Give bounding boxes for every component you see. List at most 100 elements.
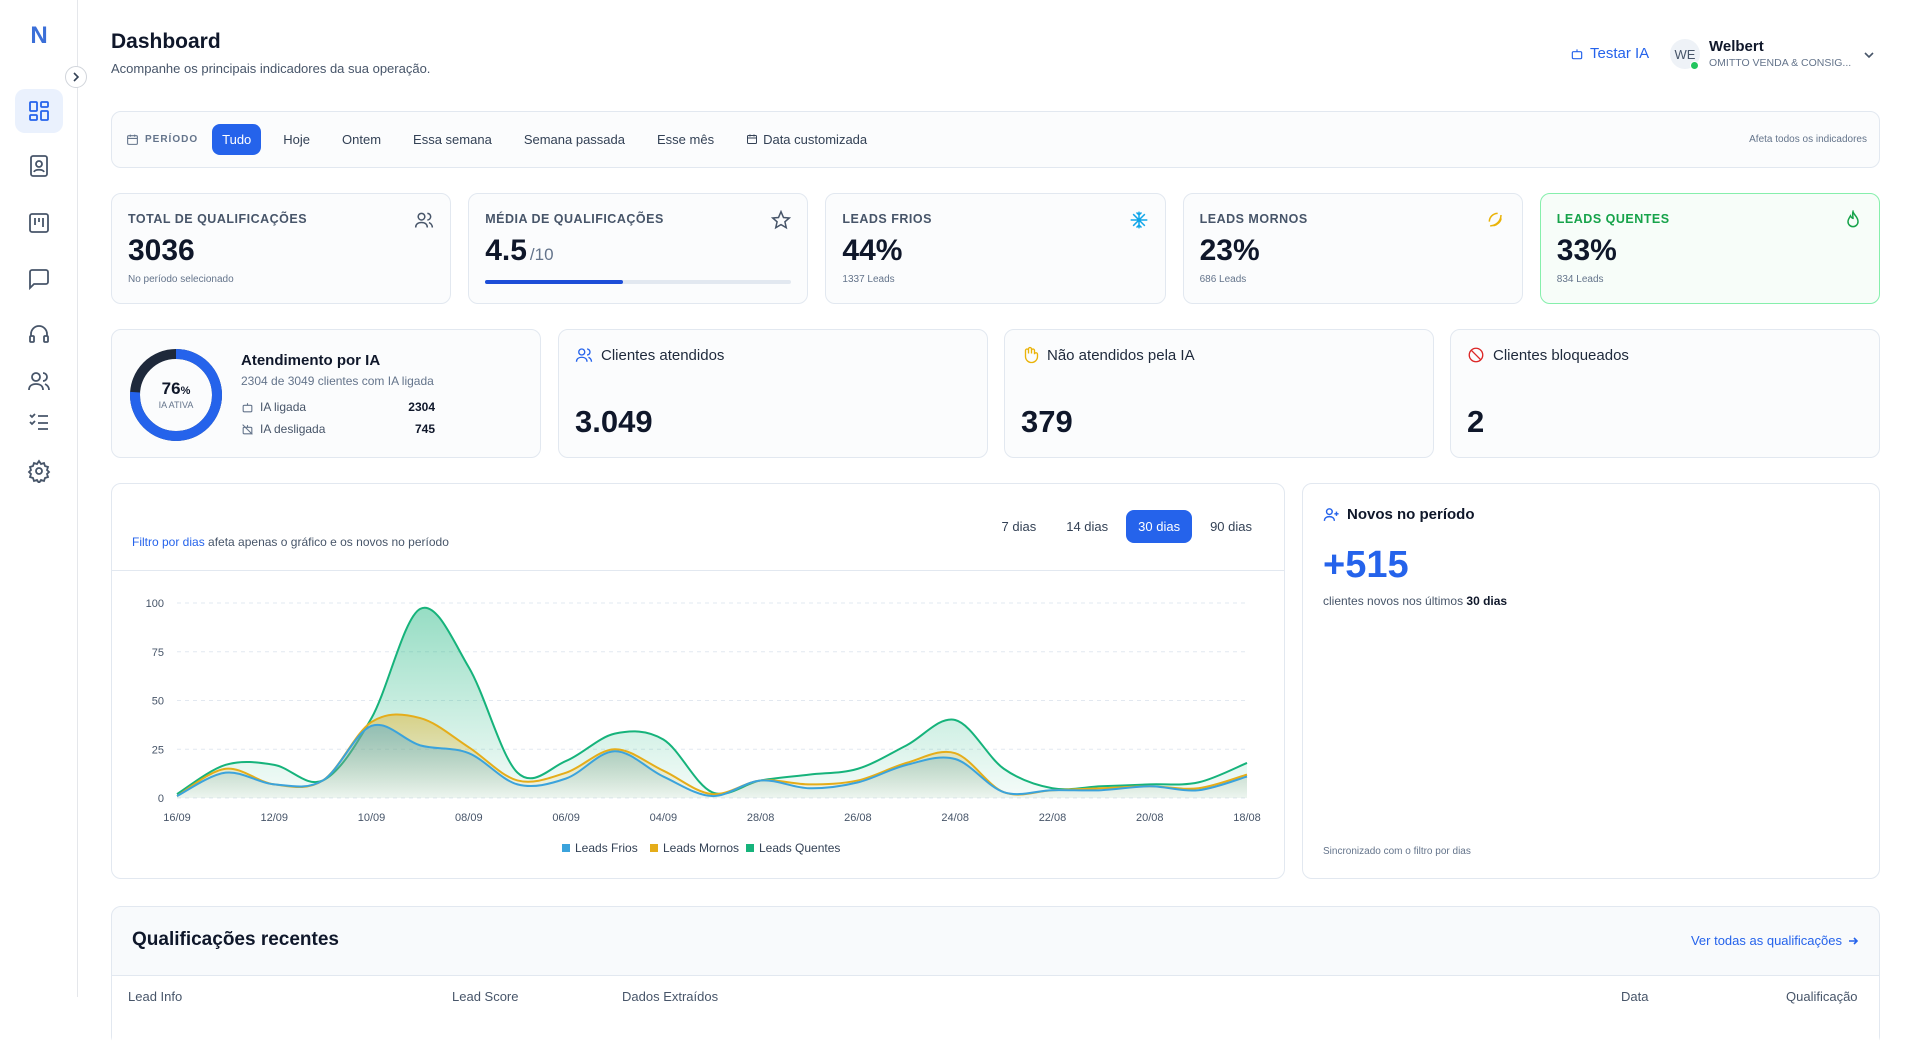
novos-text: clientes novos nos últimos 30 dias (1323, 594, 1507, 608)
x-tick-label: 12/09 (261, 812, 289, 824)
x-tick-label: 06/09 (552, 812, 580, 824)
stat-label: Não atendidos pela IA (1047, 346, 1195, 364)
kpi-card: TOTAL DE QUALIFICAÇÕES 3036 No período sel… (111, 193, 452, 304)
period-option[interactable]: Data customizada (736, 124, 877, 155)
page-title: Dashboard (111, 30, 221, 53)
donut-percent-number: 76 (162, 379, 181, 398)
period-option[interactable]: Ontem (342, 132, 382, 147)
kpi-label: MÉDIA DE QUALIFICAÇÕES (485, 212, 664, 226)
kpi-label: LEADS MORNOS (1199, 212, 1308, 226)
range-option[interactable]: 90 dias (1210, 519, 1252, 534)
range-option[interactable]: 7 dias (1001, 519, 1037, 534)
stat-value: 379 (1021, 404, 1073, 439)
donut-label: IA ATIVA (159, 400, 194, 410)
stat-header: Não atendidos pela IA (1021, 346, 1195, 364)
user-menu-chevron[interactable] (1862, 48, 1876, 62)
period-option[interactable]: Tudo (212, 124, 262, 155)
y-tick-label: 0 (158, 793, 164, 805)
kpi-icon (1843, 208, 1863, 235)
period-option-label: Data customizada (763, 132, 868, 147)
range-options: 7 dias 14 dias 30 dias 90 dias (984, 510, 1264, 543)
novos-footnote: Sincronizado com o filtro por dias (1323, 846, 1471, 857)
stat-card: Clientes atendidos 3.049 (558, 329, 988, 458)
x-tick-label: 08/09 (455, 812, 483, 824)
recent-title: Qualificações recentes (132, 929, 339, 950)
kpi-note: 1337 Leads (842, 274, 895, 285)
kpi-card: LEADS QUENTES 33% 834 Leads (1539, 193, 1880, 304)
kpi-icon (771, 209, 792, 235)
nav-tasks[interactable] (15, 399, 63, 443)
avatar[interactable]: WE (1670, 39, 1700, 69)
kpi-value: 3036 (128, 234, 195, 268)
ai-row-value: 745 (414, 422, 435, 436)
recent-link[interactable]: Ver todas as qualificações (1691, 933, 1859, 948)
chart: 0 25 50 75 100 16/09 12/09 10/09 08/09 06/09 04/09… (146, 598, 1261, 855)
x-tick-label: 18/08 (1233, 812, 1261, 824)
nav-users[interactable] (15, 359, 63, 403)
kpi-number: 3036 (128, 234, 195, 267)
ai-row: IA ligada 2304 (241, 400, 435, 414)
progress-bar (485, 280, 623, 284)
range-option[interactable]: 14 dias (1066, 519, 1109, 534)
ai-title: Atendimento por IA (241, 352, 381, 369)
stat-header: Clientes atendidos (575, 346, 724, 364)
novos-card: Novos no período +515 clientes novos nos… (1302, 483, 1880, 879)
range-option[interactable]: 30 dias (1126, 510, 1193, 543)
nav-settings[interactable] (15, 449, 63, 493)
period-option[interactable]: Esse mês (657, 132, 715, 147)
nav-contacts[interactable] (15, 144, 63, 188)
nav-support[interactable] (15, 312, 63, 356)
legend-swatch (746, 844, 754, 852)
kpi-card: LEADS FRIOS 44% 1337 Leads (825, 193, 1166, 304)
period-option[interactable]: Semana passada (523, 132, 625, 147)
y-tick-label: 25 (152, 744, 164, 756)
test-ai-button[interactable]: Testar IA (1570, 45, 1649, 62)
nav-kanban[interactable] (15, 201, 63, 245)
kpi-suffix: /10 (529, 245, 554, 264)
nav-dashboard[interactable] (15, 89, 63, 133)
legend-label: Leads Mornos (663, 841, 739, 855)
kpi-number: 44% (842, 234, 903, 267)
novos-days: 30 dias (1466, 594, 1508, 608)
x-tick-label: 04/09 (650, 812, 678, 824)
stat-value: 2 (1467, 404, 1485, 439)
recent-link-label: Ver todas as qualificações (1690, 933, 1842, 948)
kpi-icon (1486, 210, 1506, 235)
ai-donut: 76% IA ATIVA (130, 349, 222, 441)
kpi-number: 33% (1556, 234, 1617, 267)
stat-card: Clientes bloqueados 2 (1450, 329, 1880, 458)
filter-link[interactable]: Filtro por dias (132, 535, 205, 549)
donut-value (130, 349, 222, 441)
y-tick-label: 50 (152, 696, 164, 708)
novos-title: Novos no período (1347, 506, 1475, 523)
page-subtitle: Acompanhe os principais indicadores da s… (111, 61, 431, 76)
legend-label: Leads Frios (575, 841, 638, 855)
page: N Dashboard Acompanhe os principais indi… (0, 0, 1880, 1046)
user-company: OMITTO VENDA & CONSIG... (1709, 57, 1852, 69)
stat-header: Clientes bloqueados (1467, 346, 1629, 364)
x-tick-label: 24/08 (941, 812, 969, 824)
kpi-note: No período selecionado (128, 274, 234, 285)
period-note: Afeta todos os indicadores (1749, 134, 1867, 145)
novos-value: +515 (1323, 544, 1409, 586)
ai-subtitle: 2304 de 3049 clientes com IA ligada (241, 374, 434, 388)
kpi-value: 44% (842, 234, 902, 268)
ai-row: IA desligada 745 (241, 422, 435, 436)
kpi-number: 4.5 (485, 234, 527, 267)
kpi-note: 834 Leads (1556, 274, 1604, 285)
sidebar: N (0, 0, 78, 997)
period-option[interactable]: Hoje (283, 132, 311, 147)
logo[interactable]: N (30, 22, 48, 49)
period-option[interactable]: Essa semana (413, 132, 492, 147)
collapse-button[interactable] (65, 66, 87, 88)
filter-text: afeta apenas o gráfico e os novos no per… (204, 535, 449, 549)
nav-chat[interactable] (15, 257, 63, 301)
kpi-value: 33% (1557, 234, 1617, 268)
kpi-label: TOTAL DE QUALIFICAÇÕES (128, 212, 308, 226)
kpi-label: LEADS FRIOS (842, 212, 932, 226)
legend-label: Leads Quentes (759, 841, 840, 855)
kpi-value: 23% (1200, 234, 1260, 268)
y-tick-label: 100 (146, 598, 164, 610)
y-tick-label: 75 (152, 647, 164, 659)
x-tick-label: 26/08 (844, 812, 872, 824)
